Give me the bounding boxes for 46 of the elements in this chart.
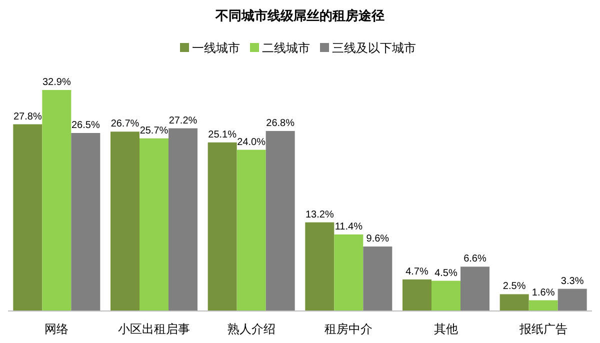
data-label: 1.6% xyxy=(532,287,555,298)
data-label: 4.7% xyxy=(406,266,429,278)
bar xyxy=(208,142,237,311)
bar xyxy=(460,266,490,311)
x-tick-label: 租房中介 xyxy=(324,322,373,336)
data-label: 27.2% xyxy=(168,115,198,126)
chart-title: 不同城市线级屌丝的租房途径 xyxy=(214,8,384,23)
x-tick-label: 网络 xyxy=(44,322,69,336)
data-label: 2.5% xyxy=(502,281,526,292)
data-label: 26.8% xyxy=(266,118,295,129)
bar xyxy=(266,130,295,311)
legend-label: 一线城市 xyxy=(192,41,240,55)
data-label: 11.4% xyxy=(334,221,363,232)
x-tick-label: 其他 xyxy=(434,322,458,336)
bar xyxy=(168,128,198,311)
x-tick-label: 熟人介绍 xyxy=(227,322,276,336)
legend-label: 二线城市 xyxy=(262,41,310,55)
bar xyxy=(140,138,168,311)
bar xyxy=(13,124,42,311)
bar xyxy=(528,300,558,311)
bar xyxy=(110,132,140,311)
data-label: 4.5% xyxy=(434,268,458,279)
data-label: 6.6% xyxy=(464,254,487,265)
bar xyxy=(236,150,266,311)
bar xyxy=(42,90,72,311)
data-label: 25.7% xyxy=(140,125,168,136)
data-label: 26.5% xyxy=(71,120,100,131)
bar xyxy=(558,288,587,311)
bar xyxy=(500,294,529,311)
bar xyxy=(71,132,100,311)
data-label: 3.3% xyxy=(560,276,584,287)
bar xyxy=(305,222,334,311)
data-label: 26.7% xyxy=(110,118,140,130)
bar xyxy=(334,234,364,311)
bar xyxy=(363,246,392,311)
legend-label: 三线及以下城市 xyxy=(332,41,416,55)
data-label: 32.9% xyxy=(42,77,71,88)
x-tick-label: 小区出租启事 xyxy=(118,322,190,336)
data-label: 27.8% xyxy=(13,111,42,122)
bar xyxy=(402,279,432,311)
bar xyxy=(432,280,460,311)
data-label: 13.2% xyxy=(305,209,334,220)
x-tick-label: 报纸广告 xyxy=(518,322,568,336)
data-label: 25.1% xyxy=(208,129,237,140)
data-label: 24.0% xyxy=(237,136,266,148)
data-label: 9.6% xyxy=(366,234,390,245)
